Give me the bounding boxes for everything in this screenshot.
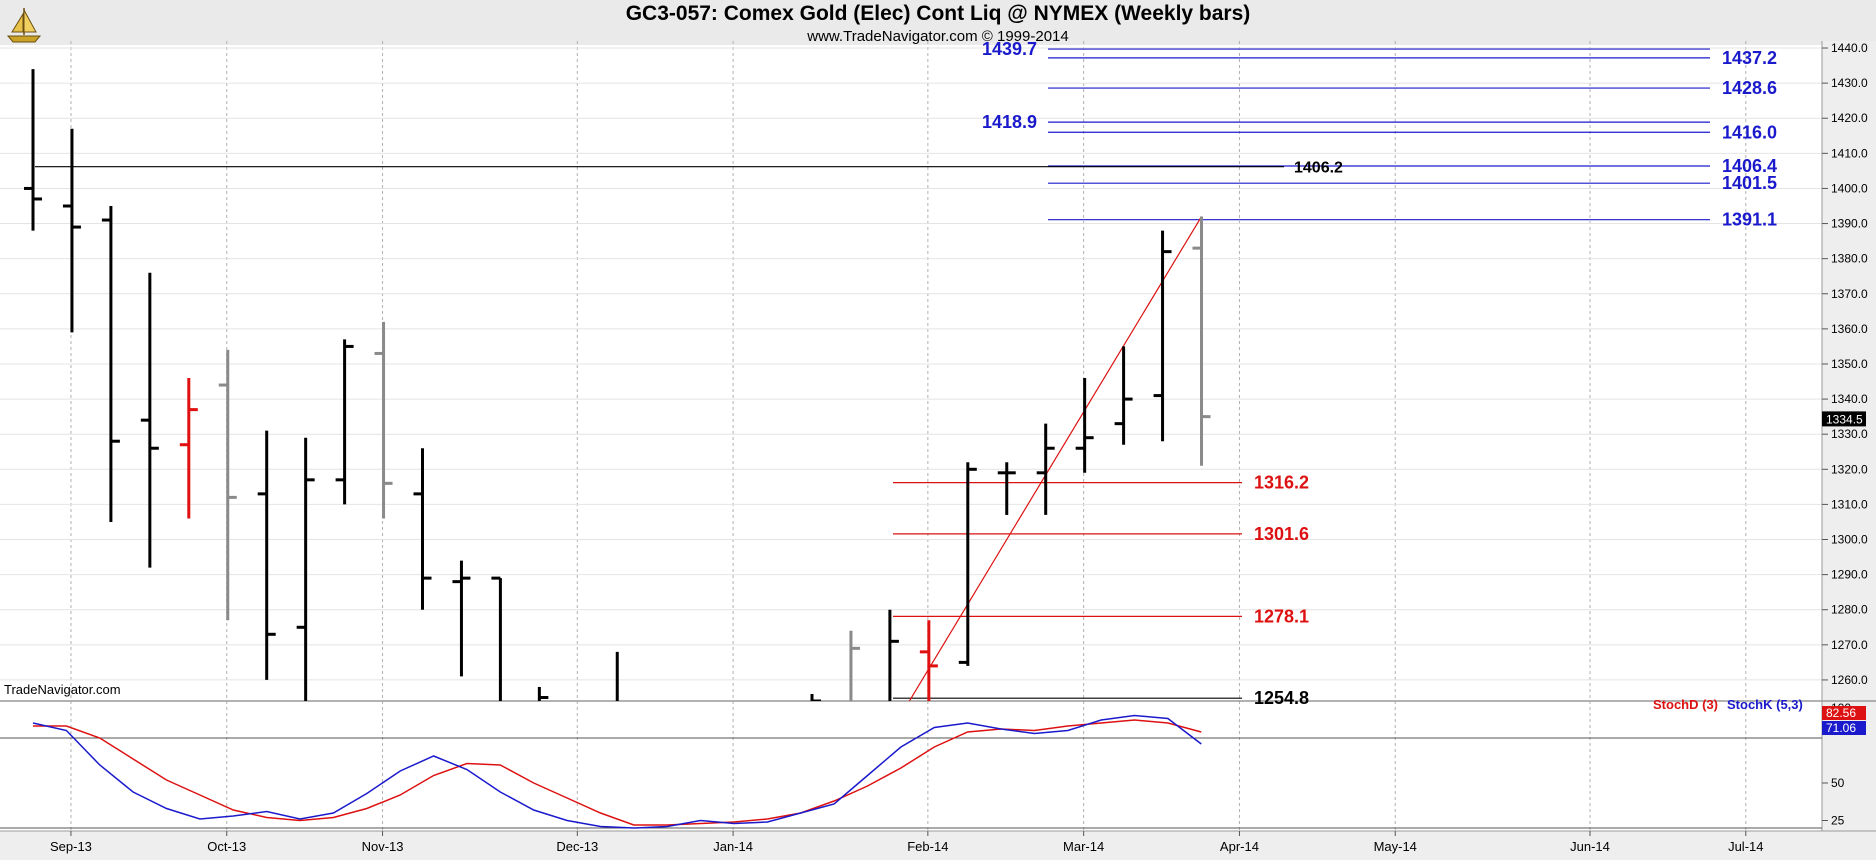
date-band [0, 831, 1876, 860]
last-price-label: 1334.5 [1826, 412, 1863, 426]
stoch-last-box-82.56 [1822, 706, 1866, 720]
price-tick-label: 1330.0 [1831, 427, 1868, 441]
last-price-box [1822, 411, 1866, 427]
level-label-1301.6: 1301.6 [1254, 524, 1309, 544]
level-label-1439.7: 1439.7 [982, 39, 1037, 59]
ohlc-bar [1153, 230, 1172, 442]
level-label-1418.9: 1418.9 [982, 112, 1037, 132]
ohlc-bar [1036, 423, 1055, 515]
ohlc-bar [413, 448, 432, 610]
price-tick-label: 1380.0 [1831, 252, 1868, 266]
date-label-Jun-14: Jun-14 [1570, 839, 1610, 854]
chart-subtitle: www.TradeNavigator.com © 1999-2014 [807, 28, 1069, 45]
date-label-Oct-13: Oct-13 [207, 839, 246, 854]
price-tick-label: 1430.0 [1831, 76, 1868, 90]
stochk-line [32, 714, 1202, 829]
sailing-ship-icon [2, 2, 46, 46]
trendline [908, 216, 1203, 701]
ohlc-bar [101, 206, 120, 522]
date-label-Jan-14: Jan-14 [713, 839, 753, 854]
price-tick-label: 1340.0 [1831, 392, 1868, 406]
chart-title: GC3-057: Comex Gold (Elec) Cont Liq @ NY… [625, 2, 1251, 25]
ohlc-bar [335, 339, 354, 505]
stoch-last-box-71.06 [1822, 721, 1866, 735]
date-label-Mar-14: Mar-14 [1063, 839, 1104, 854]
date-label-May-14: May-14 [1374, 839, 1417, 854]
ohlc-bar [958, 462, 977, 666]
level-label-1406.2: 1406.2 [1294, 160, 1343, 177]
ohlc-bar [1192, 216, 1211, 466]
level-label-1316.2: 1316.2 [1254, 473, 1309, 493]
price-tick-label: 1400.0 [1831, 181, 1868, 195]
price-tick-label: 1360.0 [1831, 322, 1868, 336]
legend-stochd: StochD (3) [1653, 697, 1718, 712]
header-band [0, 0, 1876, 45]
ohlc-bar [24, 69, 42, 231]
level-lines [35, 48, 1710, 699]
ohlc-bar [849, 630, 860, 701]
price-tick-label: 1260.0 [1831, 673, 1868, 687]
watermark: TradeNavigator.com [4, 682, 121, 697]
date-label-Feb-14: Feb-14 [907, 839, 948, 854]
ohlc-bar [888, 609, 899, 701]
ohlc-bar [140, 272, 159, 568]
level-label-1391.1: 1391.1 [1722, 210, 1777, 230]
price-tick-label: 1370.0 [1831, 287, 1868, 301]
price-axis: 1260.0 1270.0 1280.0 1290.0 1300.0 1310.0 1320… [1822, 41, 1868, 687]
price-tick-label: 1300.0 [1831, 533, 1868, 547]
price-gridlines [0, 47, 1822, 681]
ohlc-bar [919, 620, 938, 701]
ohlc-bar [257, 430, 276, 680]
ohlc-bar [615, 651, 619, 701]
level-label-1401.5: 1401.5 [1722, 173, 1777, 193]
ohlc-bars [24, 69, 1211, 701]
date-label-Jul-14: Jul-14 [1728, 839, 1763, 854]
ohlc-bar [296, 437, 315, 701]
price-tick-label: 1390.0 [1831, 217, 1868, 231]
stoch-tick-label: 25 [1831, 814, 1845, 828]
ohlc-bar [1114, 346, 1133, 445]
price-tick-label: 1410.0 [1831, 146, 1868, 160]
ohlc-bar [374, 321, 393, 519]
level-label-1254.8: 1254.8 [1254, 688, 1309, 708]
price-tick-label: 1420.0 [1831, 111, 1868, 125]
date-label-Apr-14: Apr-14 [1220, 839, 1259, 854]
ohlc-bar [537, 686, 549, 701]
level-label-1437.2: 1437.2 [1722, 48, 1777, 68]
level-label-1278.1: 1278.1 [1254, 606, 1309, 626]
level-label-1406.4: 1406.4 [1722, 156, 1777, 176]
legend-stochk: StochK (5,3) [1727, 697, 1803, 712]
date-axis: Sep-13 Oct-13 Nov-13 Dec-13 Jan-14 Feb-14 Mar-… [50, 831, 1764, 854]
date-label-Nov-13: Nov-13 [362, 839, 404, 854]
stoch-last-label-71.06: 71.06 [1826, 721, 1856, 735]
axis-band [1822, 41, 1876, 831]
ohlc-bar [179, 378, 198, 519]
price-tick-label: 1270.0 [1831, 638, 1868, 652]
price-tick-label: 1440.0 [1831, 41, 1868, 55]
ohlc-bar [452, 560, 471, 677]
stoch-tick-label: 50 [1831, 776, 1845, 790]
level-label-1428.6: 1428.6 [1722, 78, 1777, 98]
ohlc-bar [491, 576, 502, 701]
ohlc-bar [1075, 378, 1094, 473]
price-tick-label: 1280.0 [1831, 603, 1868, 617]
ohlc-bar [997, 462, 1016, 515]
date-label-Dec-13: Dec-13 [556, 839, 598, 854]
ohlc-bar [62, 128, 81, 333]
price-tick-label: 1320.0 [1831, 462, 1868, 476]
price-tick-label: 1290.0 [1831, 568, 1868, 582]
level-label-1416.0: 1416.0 [1722, 122, 1777, 142]
price-tick-label: 1310.0 [1831, 497, 1868, 511]
stoch-last-label-82.56: 82.56 [1826, 706, 1856, 720]
price-tick-label: 1350.0 [1831, 357, 1868, 371]
ohlc-bar [218, 349, 237, 621]
date-label-Sep-13: Sep-13 [50, 839, 92, 854]
